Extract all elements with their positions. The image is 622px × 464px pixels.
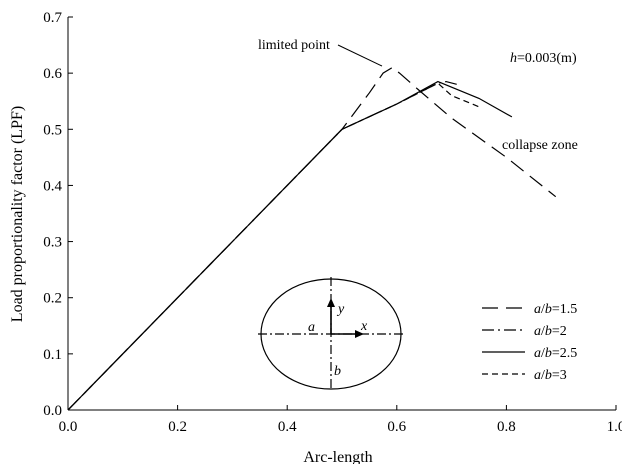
y-tick-label: 0.5 bbox=[43, 122, 62, 138]
inset-b-label: b bbox=[334, 364, 341, 379]
y-tick-label: 0.2 bbox=[43, 291, 62, 307]
y-tick-label: 0.7 bbox=[43, 10, 62, 26]
x-tick-label: 0.0 bbox=[59, 419, 78, 435]
annotations: limited point h=0.003(m) collapse zone bbox=[258, 38, 578, 153]
y-tick-label: 0.0 bbox=[43, 403, 62, 419]
series-line-2 bbox=[67, 80, 458, 411]
x-tick-label: 0.8 bbox=[497, 419, 516, 435]
x-tick-label: 0.2 bbox=[168, 419, 187, 435]
series-line-3 bbox=[67, 80, 513, 411]
inset-y-arrowhead bbox=[327, 298, 335, 307]
thickness-label: h=0.003(m) bbox=[510, 51, 577, 66]
y-ticks: 0.0 0.1 0.2 0.3 0.4 0.5 0.6 0.7 bbox=[43, 10, 73, 419]
axes bbox=[67, 17, 616, 411]
limited-point-leader bbox=[337, 44, 383, 67]
legend-label-1: a/b=1.5 bbox=[534, 302, 577, 317]
x-tick-label: 0.6 bbox=[387, 419, 406, 435]
x-tick-label: 0.4 bbox=[278, 419, 297, 435]
limited-point-label: limited point bbox=[258, 38, 330, 53]
inset-diagram: y x a b bbox=[258, 277, 404, 391]
legend: a/b=1.5 a/b=2 a/b=2.5 a/b=3 bbox=[482, 302, 577, 383]
y-tick-label: 0.3 bbox=[43, 235, 62, 251]
x-ticks: 0.0 0.2 0.4 0.6 0.8 1.0 bbox=[59, 405, 622, 435]
series-line-4 bbox=[67, 82, 480, 411]
legend-label-2: a/b=2 bbox=[534, 324, 567, 339]
y-tick-label: 0.4 bbox=[43, 178, 62, 194]
y-tick-label: 0.1 bbox=[43, 347, 62, 363]
series-line-1 bbox=[67, 66, 557, 411]
x-axis-title: Arc-length bbox=[303, 449, 372, 464]
inset-y-label: y bbox=[336, 302, 345, 317]
x-tick-label: 1.0 bbox=[607, 419, 622, 435]
inset-x-label: x bbox=[360, 319, 368, 334]
y-axis-title: Load proportionality factor (LPF) bbox=[9, 106, 26, 322]
legend-label-3: a/b=2.5 bbox=[534, 346, 577, 361]
inset-a-label: a bbox=[308, 320, 315, 335]
inset-x-arrowhead bbox=[355, 330, 364, 338]
legend-label-4: a/b=3 bbox=[534, 368, 567, 383]
y-tick-label: 0.6 bbox=[43, 66, 62, 82]
collapse-zone-label: collapse zone bbox=[502, 138, 578, 153]
series-group bbox=[67, 66, 557, 411]
